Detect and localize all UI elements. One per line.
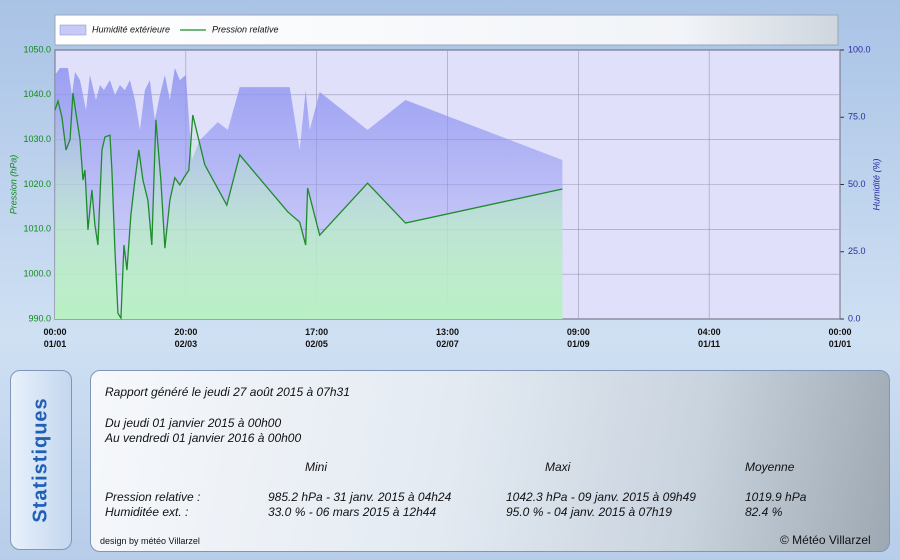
y-axis-label: Pression (hPa) xyxy=(8,155,18,215)
legend-label: Humidité extérieure xyxy=(92,24,170,34)
y-tick-label: 1010.0 xyxy=(23,224,51,234)
stat-cell: 33.0 % - 06 mars 2015 à 12h44 xyxy=(268,505,437,519)
legend xyxy=(54,14,839,46)
legend-label: Pression relative xyxy=(212,24,279,34)
copyright: © Météo Villarzel xyxy=(780,533,871,547)
stats-panel xyxy=(90,370,890,552)
y2-tick-label: 25.0 xyxy=(848,246,866,256)
y2-axis-label: Humidité (%) xyxy=(871,158,881,210)
y-tick-label: 1000.0 xyxy=(23,269,51,279)
y-tick-label: 1020.0 xyxy=(23,179,51,189)
tab-title[interactable]: Statistiques xyxy=(29,397,52,523)
y-tick-label: 1040.0 xyxy=(23,89,51,99)
y-tick-label: 1050.0 xyxy=(23,44,51,54)
x-tick-label: 00:00 01/01 xyxy=(828,327,851,349)
report-date: Rapport généré le jeudi 27 août 2015 à 0… xyxy=(105,385,350,399)
row-label: Pression relative : xyxy=(105,490,201,504)
design-credit: design by météo Villarzel xyxy=(100,536,200,546)
period-to: Au vendredi 01 janvier 2016 à 00h00 xyxy=(105,431,302,445)
x-tick-label: 09:00 01/09 xyxy=(567,327,590,349)
x-tick-label: 20:00 02/03 xyxy=(174,327,197,349)
x-tick-label: 17:00 02/05 xyxy=(305,327,328,349)
row-label: Humiditée ext. : xyxy=(105,505,189,519)
column-header: Maxi xyxy=(545,460,571,474)
stat-cell: 1019.9 hPa xyxy=(745,490,807,504)
x-tick-label: 04:00 01/11 xyxy=(698,327,721,349)
chart: 990.0 1000.0 1010.0 1020.0 1030.0 1040.0 1050.… xyxy=(8,14,881,349)
column-header: Mini xyxy=(305,460,328,474)
y-tick-label: 1030.0 xyxy=(23,134,51,144)
pressure-fill xyxy=(55,93,563,319)
stats-tab[interactable]: Statistiques xyxy=(10,370,72,550)
stat-cell: 985.2 hPa - 31 janv. 2015 à 04h24 xyxy=(268,490,452,504)
x-tick-label: 00:00 01/01 xyxy=(43,327,66,349)
y2-tick-label: 50.0 xyxy=(848,179,866,189)
x-tick-label: 13:00 02/07 xyxy=(436,327,459,349)
y-tick-label: 990.0 xyxy=(28,313,51,323)
column-header: Moyenne xyxy=(745,460,795,474)
legend-swatch xyxy=(59,24,87,36)
y2-tick-label: 75.0 xyxy=(848,112,866,122)
stat-cell: 1042.3 hPa - 09 janv. 2015 à 09h49 xyxy=(506,490,696,504)
stat-cell: 82.4 % xyxy=(745,505,783,519)
pressure-line xyxy=(54,92,563,321)
stat-cell: 95.0 % - 04 janv. 2015 à 07h19 xyxy=(506,505,672,519)
period-from: Du jeudi 01 janvier 2015 à 00h00 xyxy=(105,416,282,430)
y2-tick-label: 100.0 xyxy=(848,44,871,54)
y2-tick-label: 0.0 xyxy=(848,313,861,323)
